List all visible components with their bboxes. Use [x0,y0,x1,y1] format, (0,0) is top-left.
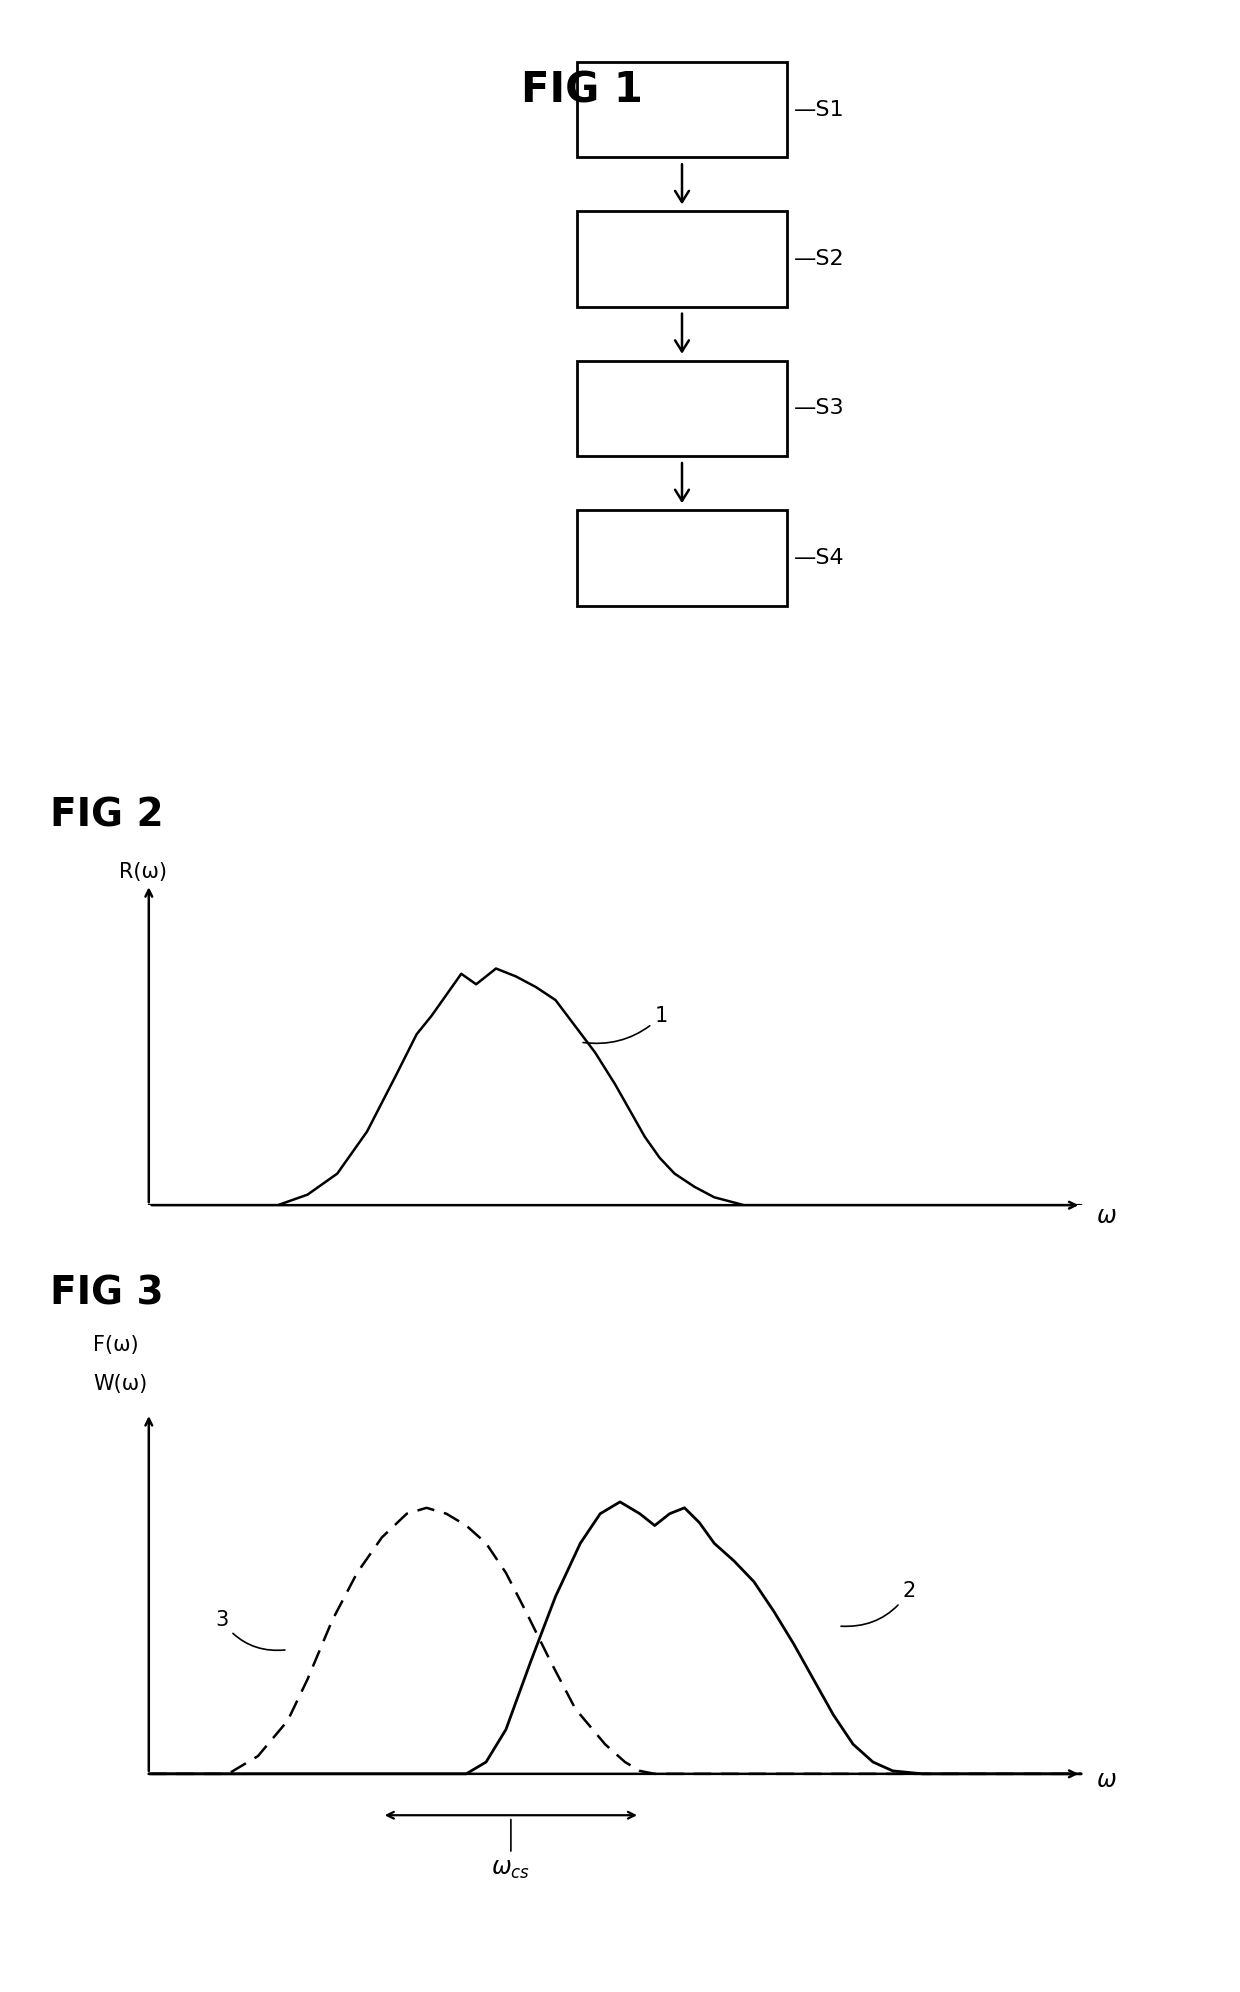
Text: —S4: —S4 [794,548,844,568]
Text: —S1: —S1 [794,100,844,120]
Text: FIG 3: FIG 3 [50,1275,164,1313]
Text: F(ω): F(ω) [93,1335,139,1355]
Text: —S3: —S3 [794,398,844,418]
Text: 1: 1 [583,1006,668,1044]
Text: $\omega$: $\omega$ [1096,1203,1117,1227]
Text: 3: 3 [215,1610,285,1649]
Text: $\omega_{cs}$: $\omega_{cs}$ [491,1819,531,1880]
Text: R(ω): R(ω) [119,863,167,882]
Text: FIG 2: FIG 2 [50,797,164,835]
Text: W(ω): W(ω) [93,1374,148,1394]
Text: $\omega$: $\omega$ [1096,1767,1117,1791]
Text: —S2: —S2 [794,249,844,269]
Text: 2: 2 [841,1580,916,1625]
Text: FIG 1: FIG 1 [521,70,642,112]
